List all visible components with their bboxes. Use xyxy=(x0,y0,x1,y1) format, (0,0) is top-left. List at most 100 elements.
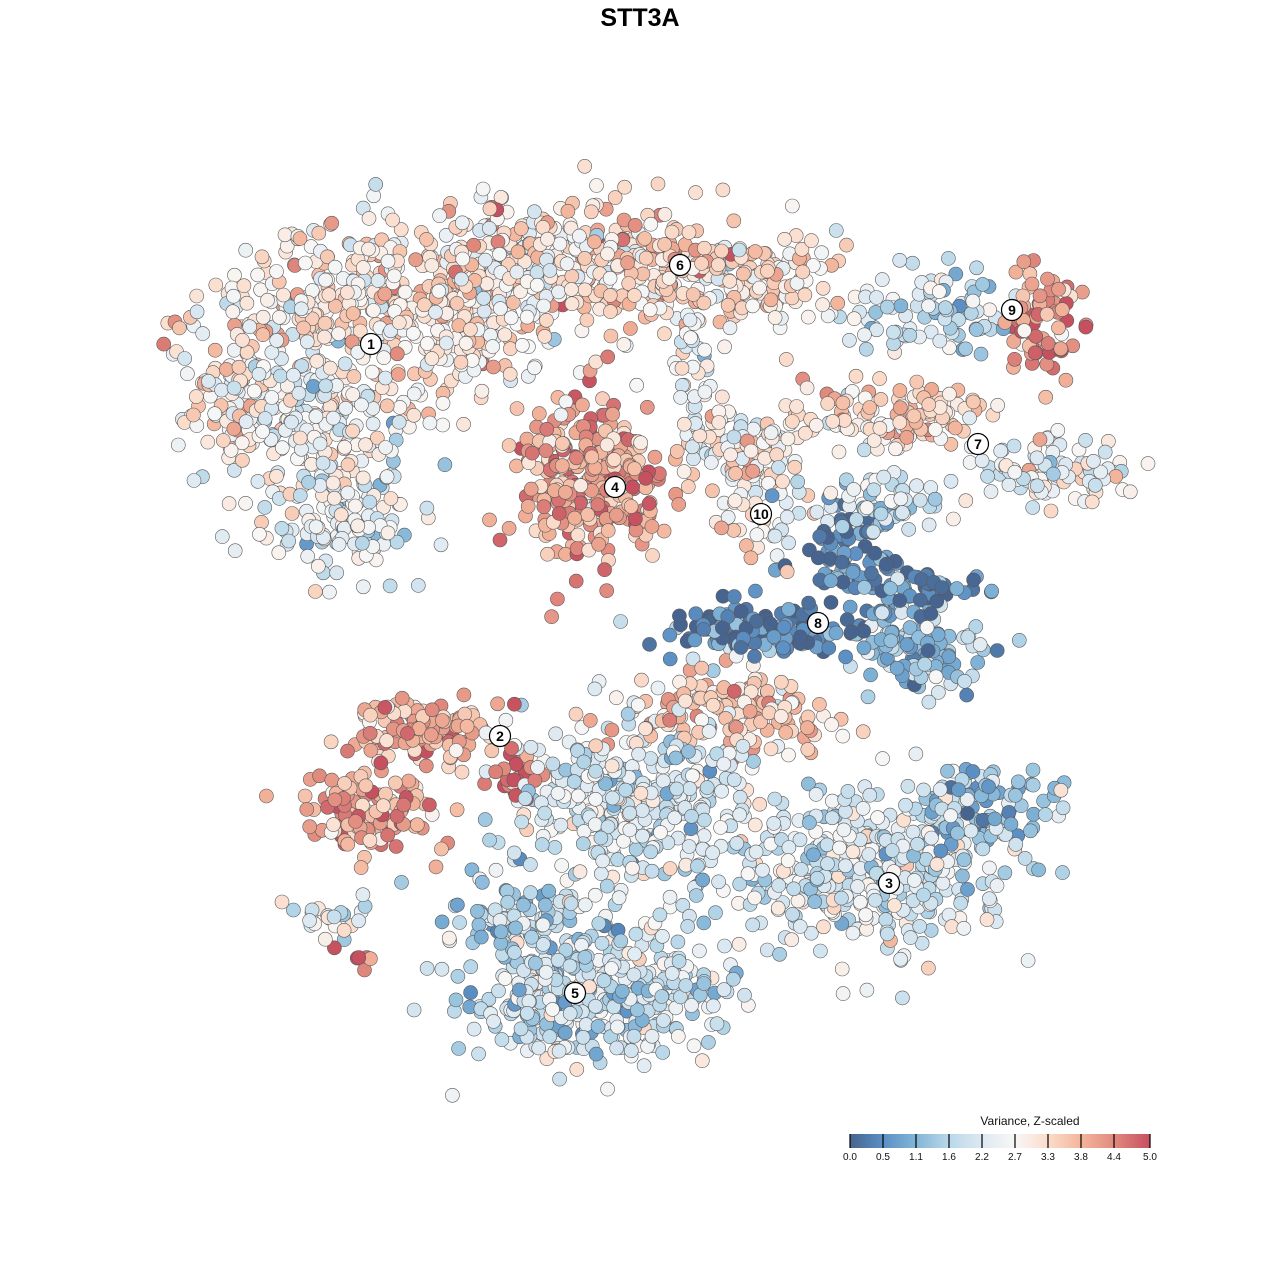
point xyxy=(671,954,687,969)
point xyxy=(696,915,712,931)
point xyxy=(485,339,500,354)
point xyxy=(355,470,371,486)
point xyxy=(866,482,882,498)
point xyxy=(728,720,744,735)
point xyxy=(587,681,603,697)
point xyxy=(600,246,615,262)
point xyxy=(695,872,711,888)
point xyxy=(579,312,595,328)
point xyxy=(394,875,409,890)
point xyxy=(510,244,526,260)
point xyxy=(456,687,472,703)
point xyxy=(432,208,447,223)
point xyxy=(857,327,872,343)
point xyxy=(575,1030,591,1045)
point xyxy=(269,468,284,484)
point xyxy=(401,773,417,789)
point xyxy=(351,913,366,929)
point xyxy=(696,812,712,828)
point xyxy=(714,389,730,405)
point xyxy=(892,593,908,608)
point xyxy=(523,481,539,497)
point xyxy=(310,558,326,574)
point xyxy=(644,519,660,534)
point xyxy=(760,263,775,279)
point xyxy=(531,406,547,421)
legend-tick-label: 2.2 xyxy=(975,1152,989,1163)
point xyxy=(832,840,847,856)
point xyxy=(207,342,223,358)
point xyxy=(602,288,618,303)
point xyxy=(292,430,308,446)
point xyxy=(293,301,309,317)
point xyxy=(638,250,654,266)
point xyxy=(588,791,603,807)
point xyxy=(448,992,464,1008)
point xyxy=(790,474,806,490)
point xyxy=(523,857,538,872)
point xyxy=(486,359,501,375)
point xyxy=(801,776,816,792)
point xyxy=(735,738,751,754)
point xyxy=(860,689,876,705)
point xyxy=(488,764,504,780)
point xyxy=(895,990,910,1006)
point xyxy=(694,660,710,676)
point xyxy=(635,828,650,844)
point xyxy=(889,660,905,676)
point xyxy=(812,697,827,712)
point xyxy=(542,263,558,278)
point xyxy=(235,452,250,468)
point xyxy=(814,245,829,260)
point xyxy=(784,414,800,429)
point xyxy=(1123,484,1138,500)
point xyxy=(966,572,981,588)
point xyxy=(997,865,1013,881)
point xyxy=(451,1041,466,1056)
point xyxy=(377,286,393,302)
point xyxy=(722,320,738,336)
point xyxy=(490,234,506,250)
point xyxy=(685,287,701,302)
point xyxy=(497,971,513,986)
point xyxy=(733,604,749,619)
point xyxy=(383,491,399,506)
point xyxy=(534,837,550,852)
point xyxy=(231,359,247,375)
point xyxy=(892,415,908,430)
cluster-label-2: 2 xyxy=(488,724,512,748)
point xyxy=(1023,823,1038,839)
point xyxy=(348,814,363,829)
point xyxy=(705,483,720,499)
point xyxy=(921,397,937,412)
point xyxy=(1039,356,1055,372)
point xyxy=(973,346,989,362)
point xyxy=(1038,807,1053,822)
cluster-label-7: 7 xyxy=(966,432,990,456)
point xyxy=(309,353,325,369)
point xyxy=(406,386,422,402)
point xyxy=(620,255,635,271)
point xyxy=(745,463,761,479)
point xyxy=(573,478,589,493)
point xyxy=(418,758,434,774)
point xyxy=(849,512,864,527)
point xyxy=(731,242,747,258)
point xyxy=(906,873,922,888)
point xyxy=(893,491,909,507)
point xyxy=(623,1043,639,1058)
point xyxy=(717,339,732,355)
point xyxy=(450,968,466,984)
point xyxy=(308,409,324,424)
point xyxy=(577,159,593,174)
point xyxy=(545,756,561,772)
point xyxy=(764,488,780,504)
point xyxy=(800,742,816,757)
point xyxy=(459,718,475,734)
point xyxy=(657,237,672,252)
point xyxy=(156,336,171,352)
point xyxy=(902,620,918,635)
point xyxy=(898,797,913,813)
point xyxy=(456,416,471,432)
point xyxy=(391,414,407,430)
